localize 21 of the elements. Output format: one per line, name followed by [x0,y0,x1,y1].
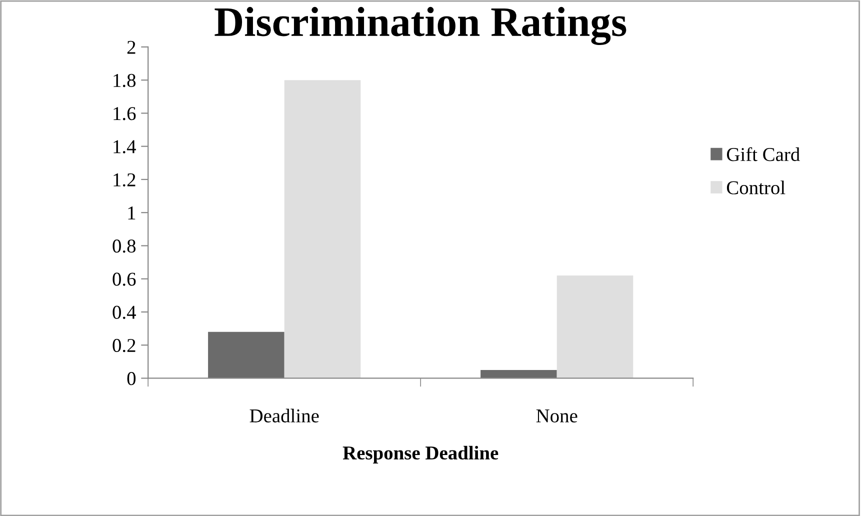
y-tick-label: 2 [127,40,136,54]
y-tick-label: 0 [127,372,136,386]
y-tick-label: 1.2 [114,173,136,186]
bar [480,370,557,378]
legend-label: Gift Card [726,147,800,162]
x-tick-label: None [536,410,578,422]
y-tick-label: 1.8 [114,74,136,88]
y-tick-label: 1.6 [114,107,136,120]
x-axis-title: Response Deadline [342,446,498,464]
bar [208,332,284,378]
y-tick-label: 0.6 [112,272,136,286]
chart-title: Discrimination Ratings [214,6,626,46]
y-tick-label: 0.2 [112,338,136,352]
legend-label: Control [726,180,786,194]
bar [284,80,361,378]
y-tick-label: 1.4 [114,140,136,154]
x-tick-label: Deadline [250,408,319,422]
bar [556,276,634,378]
y-tick-label: 1 [128,206,136,220]
y-tick-label: 0.4 [112,306,136,319]
y-tick-label: 0.8 [112,240,136,253]
